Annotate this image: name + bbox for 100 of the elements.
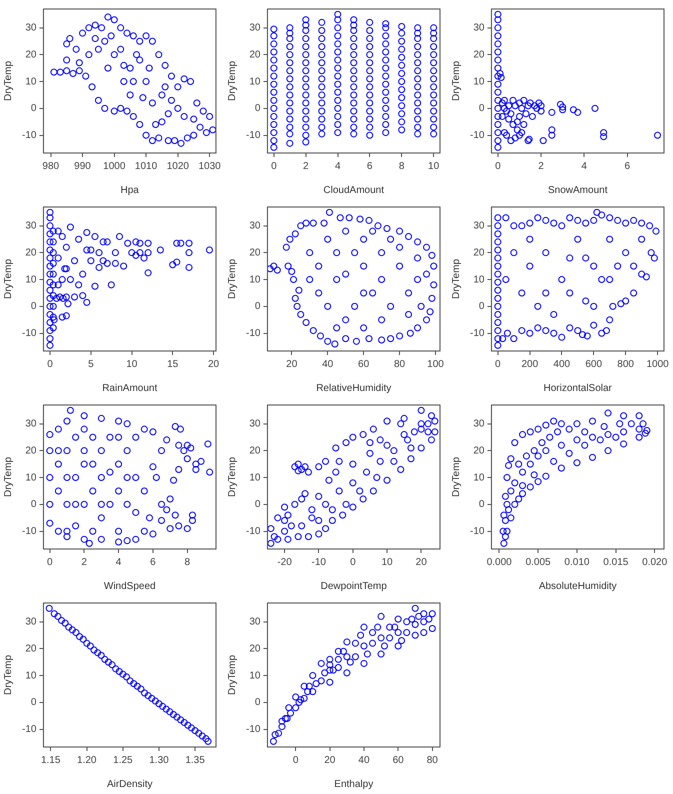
point [134,682,141,690]
point [58,616,65,624]
x-tick-label: 6 [150,556,156,568]
y-tick-label: -10 [22,724,37,736]
y-tick-label: 30 [25,220,37,232]
y-tick-label: 0 [478,499,485,510]
y-tick-label: 0 [478,301,485,312]
y-axis-title: DryTemp [450,60,462,102]
y-tick-label: -10 [246,724,261,736]
y-tick-label: 10 [473,274,485,286]
y-tick-label: -10 [246,328,261,340]
x-tick-label: 1.35 [185,754,206,766]
x-tick-label: 1020 [166,160,190,172]
x-tick-label: 4 [581,160,588,172]
y-tick-label: 20 [25,49,37,60]
y-tick-label: 10 [25,274,37,286]
y-tick-label: -10 [246,130,261,142]
y-tick-label: 30 [249,418,261,430]
y-tick-label: 20 [249,247,261,258]
y-tick-label: 10 [249,76,261,88]
x-axis-title: AirDensity [106,778,153,790]
point [46,604,53,612]
y-tick-label: 10 [473,76,485,88]
point [148,694,156,702]
point [177,716,184,724]
x-tick-label: 1.20 [77,754,97,766]
x-axis-title: DewpointTemp [320,580,388,592]
y-tick-label: 10 [249,274,261,286]
y-tick-label: -10 [22,328,37,340]
point [94,649,102,656]
x-axis-title: WindSpeed [104,580,156,592]
point [137,685,144,692]
y-tick-label: 20 [473,445,485,456]
y-axis-title: DryTemp [2,60,14,102]
y-tick-label: -10 [246,526,261,538]
y-axis-title: DryTemp [2,654,14,696]
y-tick-label: 30 [473,418,485,430]
y-axis-title: DryTemp [2,456,14,498]
point [188,724,195,732]
x-tick-label: 1.25 [113,754,134,766]
point [126,677,134,684]
x-tick-label: 0 [495,358,502,370]
x-tick-label: 400 [553,358,571,370]
y-tick-label: -10 [470,328,485,340]
point [192,727,199,734]
x-tick-label: 20 [324,754,336,766]
x-axis-title: Hpa [120,184,140,196]
point [68,626,76,634]
point [86,642,94,650]
point [141,690,148,696]
x-tick-label: -10 [311,556,326,568]
point [144,692,152,700]
y-tick-label: 0 [30,697,37,708]
y-tick-label: 0 [254,301,261,312]
point [180,719,188,726]
x-axis-title: Enthalpy [334,778,374,790]
y-axis-title: DryTemp [450,258,462,300]
point [152,698,159,705]
y-tick-label: 30 [25,22,37,34]
y-tick-label: -10 [470,130,485,142]
x-tick-label: 6 [624,160,631,172]
point [166,708,174,716]
x-tick-label: 1030 [198,160,222,172]
x-tick-label: 40 [358,754,370,766]
x-axis-title: SnowAmount [548,184,608,196]
x-tick-label: 8 [398,160,405,172]
y-tick-label: 0 [30,499,37,510]
x-tick-label: 0 [47,556,54,568]
x-tick-label: 2 [538,160,544,172]
y-axis-title: DryTemp [226,654,238,696]
x-tick-label: 800 [617,358,634,370]
x-axis-title: AbsoluteHumidity [538,580,617,592]
x-tick-label: 0 [292,754,299,766]
x-tick-label: 0 [47,358,54,370]
x-tick-label: 5 [88,358,94,370]
point [112,665,120,672]
point [122,673,130,680]
point [202,735,210,742]
point [170,710,177,718]
point [116,668,123,676]
y-tick-label: 0 [254,697,261,708]
x-tick-label: 4 [334,160,341,172]
point [50,610,58,618]
x-tick-label: 0.005 [526,556,552,568]
x-tick-label: 4 [116,556,122,568]
y-tick-label: 20 [473,49,485,60]
y-tick-label: -10 [470,526,485,538]
x-tick-label: 2 [303,160,310,172]
x-tick-label: 600 [585,358,602,370]
y-tick-label: -10 [22,526,37,538]
x-tick-label: 20 [286,358,298,370]
point [198,732,206,740]
x-tick-label: 20 [416,556,428,568]
x-tick-label: 200 [521,358,539,370]
y-tick-label: 20 [25,445,37,456]
y-tick-label: 30 [249,22,261,34]
y-tick-label: 30 [249,220,261,232]
y-tick-label: 10 [25,670,37,682]
point [83,640,90,647]
x-axis-title: RainAmount [102,382,158,394]
